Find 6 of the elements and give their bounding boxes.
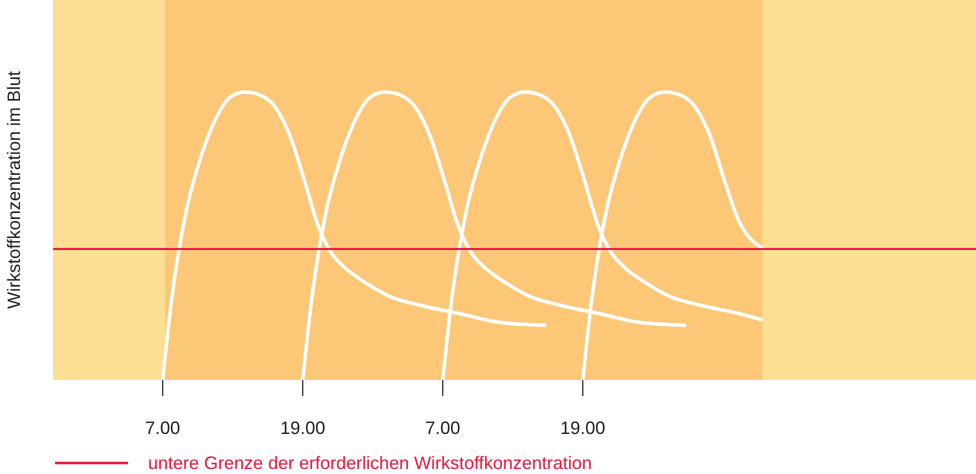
x-tick-label: 7.00 (145, 418, 180, 438)
x-tick-label: 7.00 (425, 418, 460, 438)
legend-label: untere Grenze der erforderlichen Wirkstoffkonzentration (148, 453, 592, 473)
y-axis-title: Wirkstoffkonzentration im Blut (4, 71, 24, 309)
x-tick-label: 19.00 (560, 418, 606, 438)
x-tick-label: 19.00 (280, 418, 326, 438)
